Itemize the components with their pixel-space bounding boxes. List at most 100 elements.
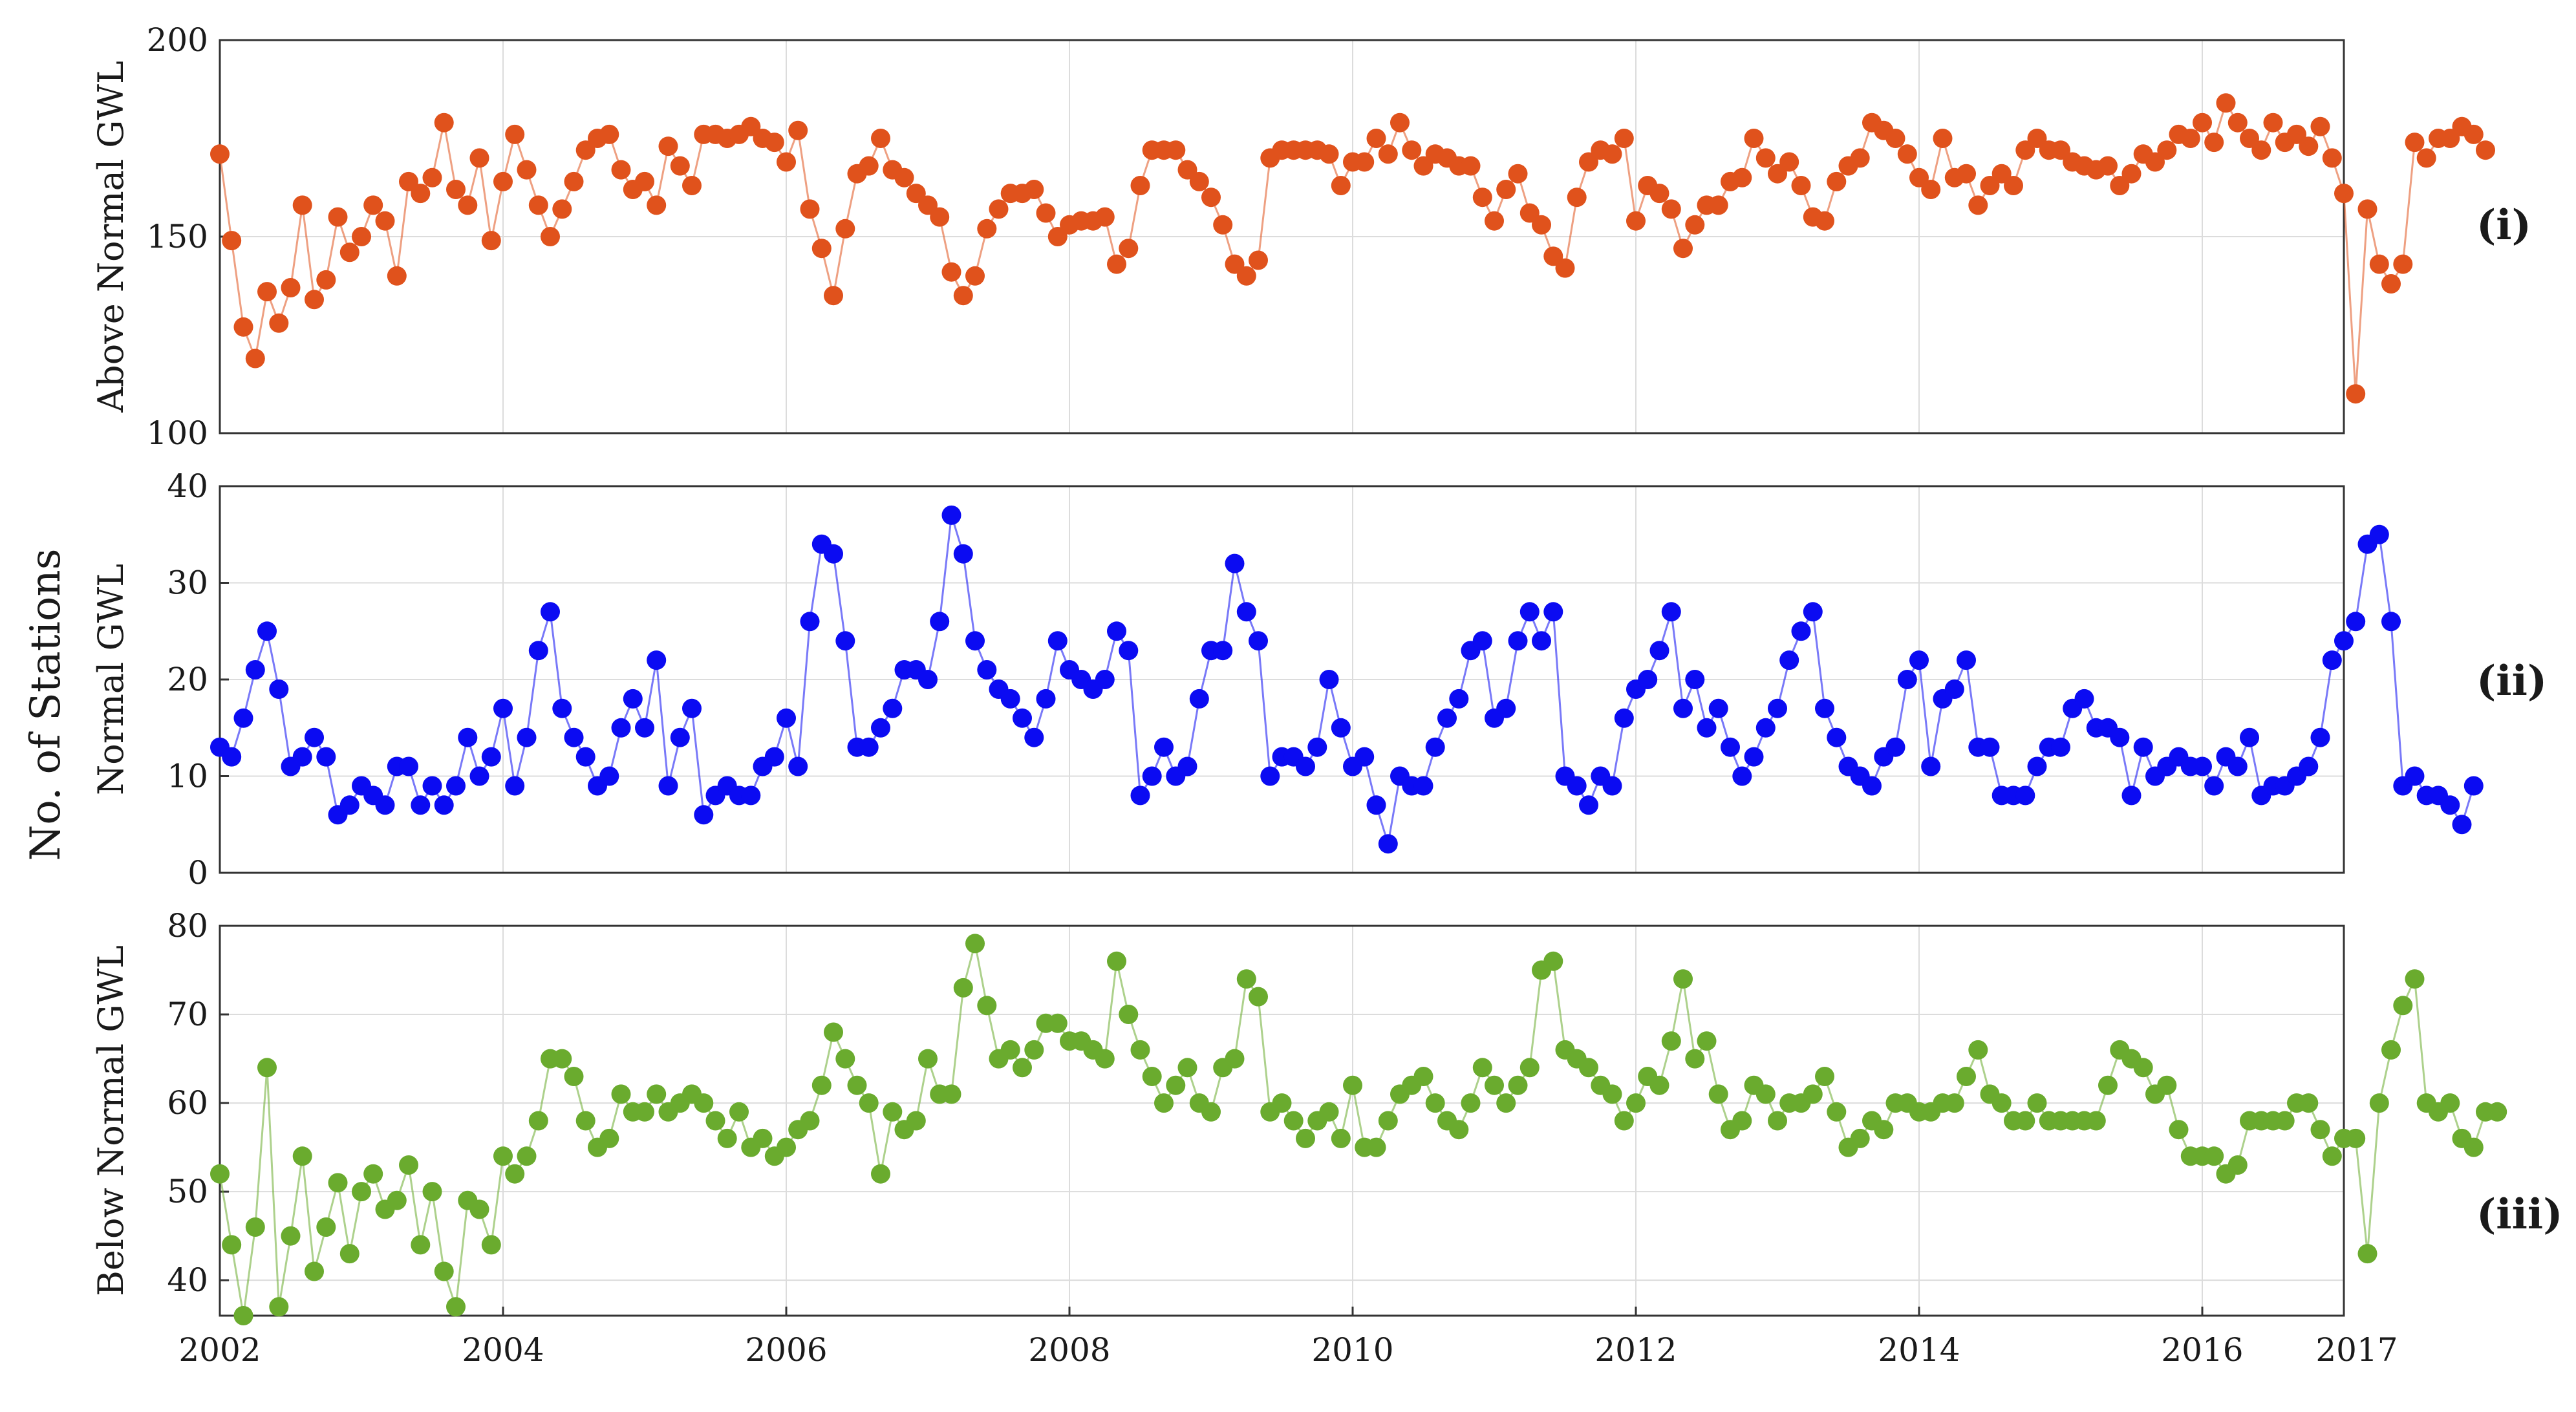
data-point [1519, 602, 1540, 622]
data-point [1189, 171, 1209, 191]
data-point [2346, 384, 2366, 404]
data-point [1213, 215, 1233, 235]
data-point [741, 116, 761, 136]
data-point [1755, 1084, 1776, 1104]
data-point [2015, 140, 2035, 160]
data-point [1673, 239, 1693, 259]
data-point [2416, 148, 2436, 168]
data-point [339, 795, 360, 815]
x-tick-label: 2002 [178, 1331, 261, 1369]
data-point [1496, 698, 1516, 718]
data-point [1319, 1102, 1339, 1122]
data-point [411, 795, 431, 815]
data-point [2110, 727, 2130, 747]
panel-label: (ii) [2476, 657, 2547, 705]
data-point [1119, 1005, 1139, 1024]
x-tick-label: 2010 [1311, 1331, 1393, 1369]
data-point [434, 1261, 454, 1281]
data-point [505, 1164, 525, 1184]
data-point [469, 1199, 489, 1219]
data-point [469, 148, 489, 168]
data-point [1661, 602, 1681, 622]
data-point [1036, 689, 1056, 709]
data-point [1532, 631, 1551, 651]
data-point [1779, 650, 1799, 670]
data-point [1850, 148, 1870, 168]
data-point [2275, 1111, 2295, 1131]
y-tick-label: 10 [167, 758, 208, 795]
data-point [575, 140, 596, 160]
data-point [1567, 776, 1587, 796]
data-point [1496, 1093, 1516, 1113]
data-point [871, 1164, 890, 1184]
data-point [269, 1297, 289, 1317]
data-point [339, 1244, 360, 1264]
data-point [257, 1058, 277, 1078]
data-point [1142, 766, 1162, 786]
data-point [2098, 156, 2118, 176]
data-point [788, 756, 808, 776]
data-point [705, 1111, 725, 1131]
y-tick-label: 20 [167, 661, 208, 698]
data-point [2369, 524, 2389, 544]
data-point [1130, 1040, 1150, 1060]
data-point [1331, 1128, 1351, 1148]
data-point [1755, 148, 1776, 168]
data-point [1508, 1075, 1528, 1095]
data-point [753, 1128, 773, 1148]
data-point [2310, 1120, 2330, 1140]
data-point [1732, 1111, 1752, 1131]
data-point [1390, 112, 1410, 133]
x-tick-label: 2004 [462, 1331, 544, 1369]
y-tick-label: 80 [167, 907, 208, 945]
data-point [233, 317, 253, 337]
data-point [552, 1049, 572, 1069]
data-point [1732, 167, 1752, 187]
data-point [1189, 689, 1209, 709]
data-point [399, 171, 418, 191]
data-point [1649, 184, 1669, 204]
data-point [2393, 254, 2413, 274]
series-line [219, 943, 2498, 1316]
data-point [1472, 1058, 1492, 1078]
data-point [729, 1102, 749, 1122]
data-point [1047, 227, 1068, 246]
data-point [1885, 129, 1905, 148]
data-point [411, 1235, 431, 1255]
y-tick-label: 200 [147, 21, 208, 59]
data-point [564, 171, 584, 191]
data-point [1827, 1102, 1847, 1122]
data-point [528, 641, 548, 661]
data-point [1225, 254, 1245, 274]
y-tick-label: 40 [167, 1261, 208, 1299]
data-point [1508, 164, 1528, 184]
data-point [847, 1075, 867, 1095]
data-point [2180, 129, 2200, 148]
data-point [1024, 1040, 1044, 1060]
data-point [1543, 246, 1563, 266]
data-point [824, 544, 843, 564]
data-point [1827, 727, 1847, 747]
data-point [1154, 1093, 1174, 1113]
data-point [1142, 1067, 1162, 1086]
data-point [977, 660, 997, 679]
plot-frame [219, 925, 2345, 1317]
data-point [1980, 737, 2000, 757]
data-point [352, 1182, 371, 1202]
data-point [2051, 737, 2070, 757]
data-point [2487, 1102, 2507, 1122]
data-point [2440, 795, 2460, 815]
y-tick-label: 50 [167, 1173, 208, 1210]
data-point [1107, 621, 1126, 641]
data-point [1119, 641, 1139, 661]
data-point [1461, 156, 1481, 176]
data-point [2381, 612, 2401, 632]
data-point [1201, 1102, 1221, 1122]
data-point [1579, 1058, 1598, 1078]
data-point [1485, 211, 1504, 231]
data-point [2405, 133, 2425, 153]
data-point [446, 776, 466, 796]
y-axis-label: Above Normal GWL [91, 61, 131, 413]
